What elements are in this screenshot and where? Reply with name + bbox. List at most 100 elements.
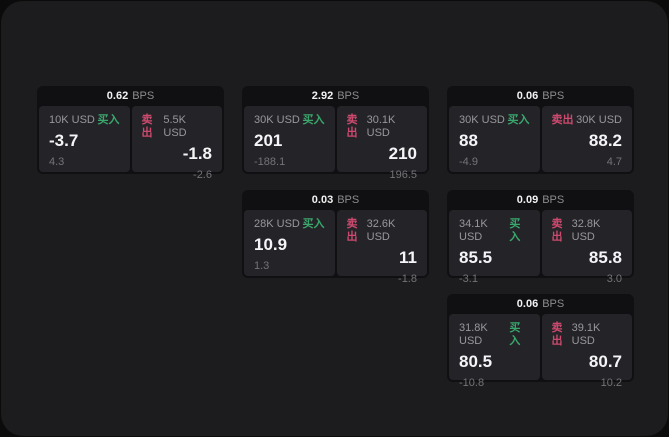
sell-top-row: 卖出 32.6K USD: [347, 218, 418, 244]
sell-amount: 30.1K USD: [366, 114, 396, 139]
quote-card: 0.06 BPS 30K USD 买入 88 -4.9 卖出 30K USD 8…: [447, 86, 634, 174]
bps-unit-label: BPS: [542, 194, 565, 206]
buy-amount: 28K USD: [254, 218, 300, 230]
buy-side-label: 买入: [509, 218, 521, 243]
buy-top-row: 31.8K USD 买入: [459, 322, 530, 348]
buy-price: 85.5: [459, 248, 493, 267]
card-header: 0.06 BPS: [447, 294, 634, 314]
card-header: 0.09 BPS: [447, 190, 634, 210]
bps-unit-label: BPS: [337, 194, 360, 206]
buy-change: -4.9: [459, 156, 478, 168]
buy-amount: 10K USD: [49, 114, 95, 126]
buy-panel[interactable]: 30K USD 买入 88 -4.9: [449, 106, 540, 172]
sell-side-label: 卖出: [346, 218, 358, 243]
sell-amount: 32.6K USD: [366, 218, 396, 243]
sell-amount: 39.1K USD: [571, 322, 601, 347]
buy-price: 201: [254, 131, 283, 150]
quote-card: 2.92 BPS 30K USD 买入 201 -188.1 卖出 30.1K …: [242, 86, 429, 181]
sell-price: 88.2: [588, 131, 622, 150]
buy-panel[interactable]: 30K USD 买入 201 -188.1: [244, 106, 335, 172]
sell-side-label: 卖出: [346, 114, 358, 139]
sell-panel[interactable]: 卖出 30.1K USD 210 196.5: [336, 106, 427, 181]
buy-panel[interactable]: 34.1K USD 买入 85.5 -3.1: [449, 210, 540, 285]
sell-amount: 5.5K USD: [163, 114, 187, 139]
buy-price: 88: [459, 131, 478, 150]
card-body: 34.1K USD 买入 85.5 -3.1 卖出 32.8K USD 85.8…: [449, 210, 632, 285]
sell-change: 4.7: [606, 156, 622, 168]
buy-side-label: 买入: [302, 114, 325, 126]
bps-value: 0.62: [106, 90, 129, 102]
quote-card: 0.62 BPS 10K USD 买入 -3.7 4.3 卖出 5.5K USD…: [37, 86, 224, 181]
sell-price: 11: [399, 248, 417, 267]
sell-side-label: 卖出: [141, 114, 153, 139]
sell-price: -1.8: [182, 144, 212, 163]
sell-panel[interactable]: 卖出 39.1K USD 80.7 10.2: [541, 314, 632, 389]
quote-card: 0.03 BPS 28K USD 买入 10.9 1.3 卖出 32.6K US…: [242, 190, 429, 285]
bps-value: 0.03: [311, 194, 334, 206]
sell-panel[interactable]: 卖出 32.6K USD 11 -1.8: [336, 210, 427, 285]
buy-panel[interactable]: 31.8K USD 买入 80.5 -10.8: [449, 314, 540, 389]
bps-value: 0.06: [516, 90, 539, 102]
buy-panel[interactable]: 28K USD 买入 10.9 1.3: [244, 210, 335, 276]
buy-price: 80.5: [459, 352, 493, 371]
bps-unit-label: BPS: [542, 298, 565, 310]
card-body: 30K USD 买入 201 -188.1 卖出 30.1K USD 210 1…: [244, 106, 427, 181]
sell-panel[interactable]: 卖出 30K USD 88.2 4.7: [541, 106, 632, 172]
sell-top-row: 卖出 30.1K USD: [347, 114, 418, 140]
buy-change: -3.1: [459, 273, 478, 285]
sell-change: 10.2: [600, 377, 622, 389]
sell-price: 210: [388, 144, 417, 163]
sell-panel[interactable]: 卖出 5.5K USD -1.8 -2.6: [131, 106, 222, 181]
sell-side-label: 卖出: [551, 322, 563, 347]
buy-panel[interactable]: 10K USD 买入 -3.7 4.3: [39, 106, 130, 172]
bps-unit-label: BPS: [542, 90, 565, 102]
sell-amount: 30K USD: [576, 114, 622, 126]
bps-value: 0.06: [516, 298, 539, 310]
buy-side-label: 买入: [302, 218, 325, 230]
buy-side-label: 买入: [97, 114, 120, 126]
buy-change: 4.3: [49, 156, 65, 168]
sell-top-row: 卖出 5.5K USD: [142, 114, 213, 140]
buy-top-row: 28K USD 买入: [254, 218, 325, 231]
card-header: 0.06 BPS: [447, 86, 634, 106]
card-header: 0.62 BPS: [37, 86, 224, 106]
card-body: 28K USD 买入 10.9 1.3 卖出 32.6K USD 11 -1.8: [244, 210, 427, 285]
sell-price: 85.8: [588, 248, 622, 267]
card-header: 2.92 BPS: [242, 86, 429, 106]
quote-card: 0.06 BPS 31.8K USD 买入 80.5 -10.8 卖出 39.1…: [447, 294, 634, 389]
sell-change: -1.8: [398, 273, 417, 285]
quote-card: 0.09 BPS 34.1K USD 买入 85.5 -3.1 卖出 32.8K…: [447, 190, 634, 285]
buy-amount: 30K USD: [254, 114, 300, 126]
sell-change: -2.6: [193, 169, 212, 181]
card-body: 10K USD 买入 -3.7 4.3 卖出 5.5K USD -1.8 -2.…: [39, 106, 222, 181]
buy-top-row: 34.1K USD 买入: [459, 218, 530, 244]
sell-top-row: 卖出 30K USD: [552, 114, 623, 127]
quote-card-grid: 0.62 BPS 10K USD 买入 -3.7 4.3 卖出 5.5K USD…: [37, 86, 634, 389]
sell-change: 196.5: [389, 169, 417, 181]
buy-amount: 30K USD: [459, 114, 505, 126]
buy-top-row: 10K USD 买入: [49, 114, 120, 127]
sell-price: 80.7: [588, 352, 622, 371]
card-body: 31.8K USD 买入 80.5 -10.8 卖出 39.1K USD 80.…: [449, 314, 632, 389]
bps-value: 0.09: [516, 194, 539, 206]
sell-top-row: 卖出 32.8K USD: [552, 218, 623, 244]
sell-side-label: 卖出: [551, 114, 574, 126]
buy-change: 1.3: [254, 260, 270, 272]
bps-unit-label: BPS: [132, 90, 155, 102]
buy-top-row: 30K USD 买入: [459, 114, 530, 127]
buy-amount: 31.8K USD: [459, 322, 488, 347]
buy-top-row: 30K USD 买入: [254, 114, 325, 127]
sell-amount: 32.8K USD: [571, 218, 601, 243]
buy-change: -10.8: [459, 377, 485, 389]
buy-side-label: 买入: [509, 322, 521, 347]
buy-change: -188.1: [254, 156, 286, 168]
card-body: 30K USD 买入 88 -4.9 卖出 30K USD 88.2 4.7: [449, 106, 632, 172]
bps-value: 2.92: [311, 90, 334, 102]
buy-side-label: 买入: [507, 114, 530, 126]
bps-unit-label: BPS: [337, 90, 360, 102]
sell-panel[interactable]: 卖出 32.8K USD 85.8 3.0: [541, 210, 632, 285]
buy-price: -3.7: [49, 131, 79, 150]
sell-side-label: 卖出: [551, 218, 563, 243]
